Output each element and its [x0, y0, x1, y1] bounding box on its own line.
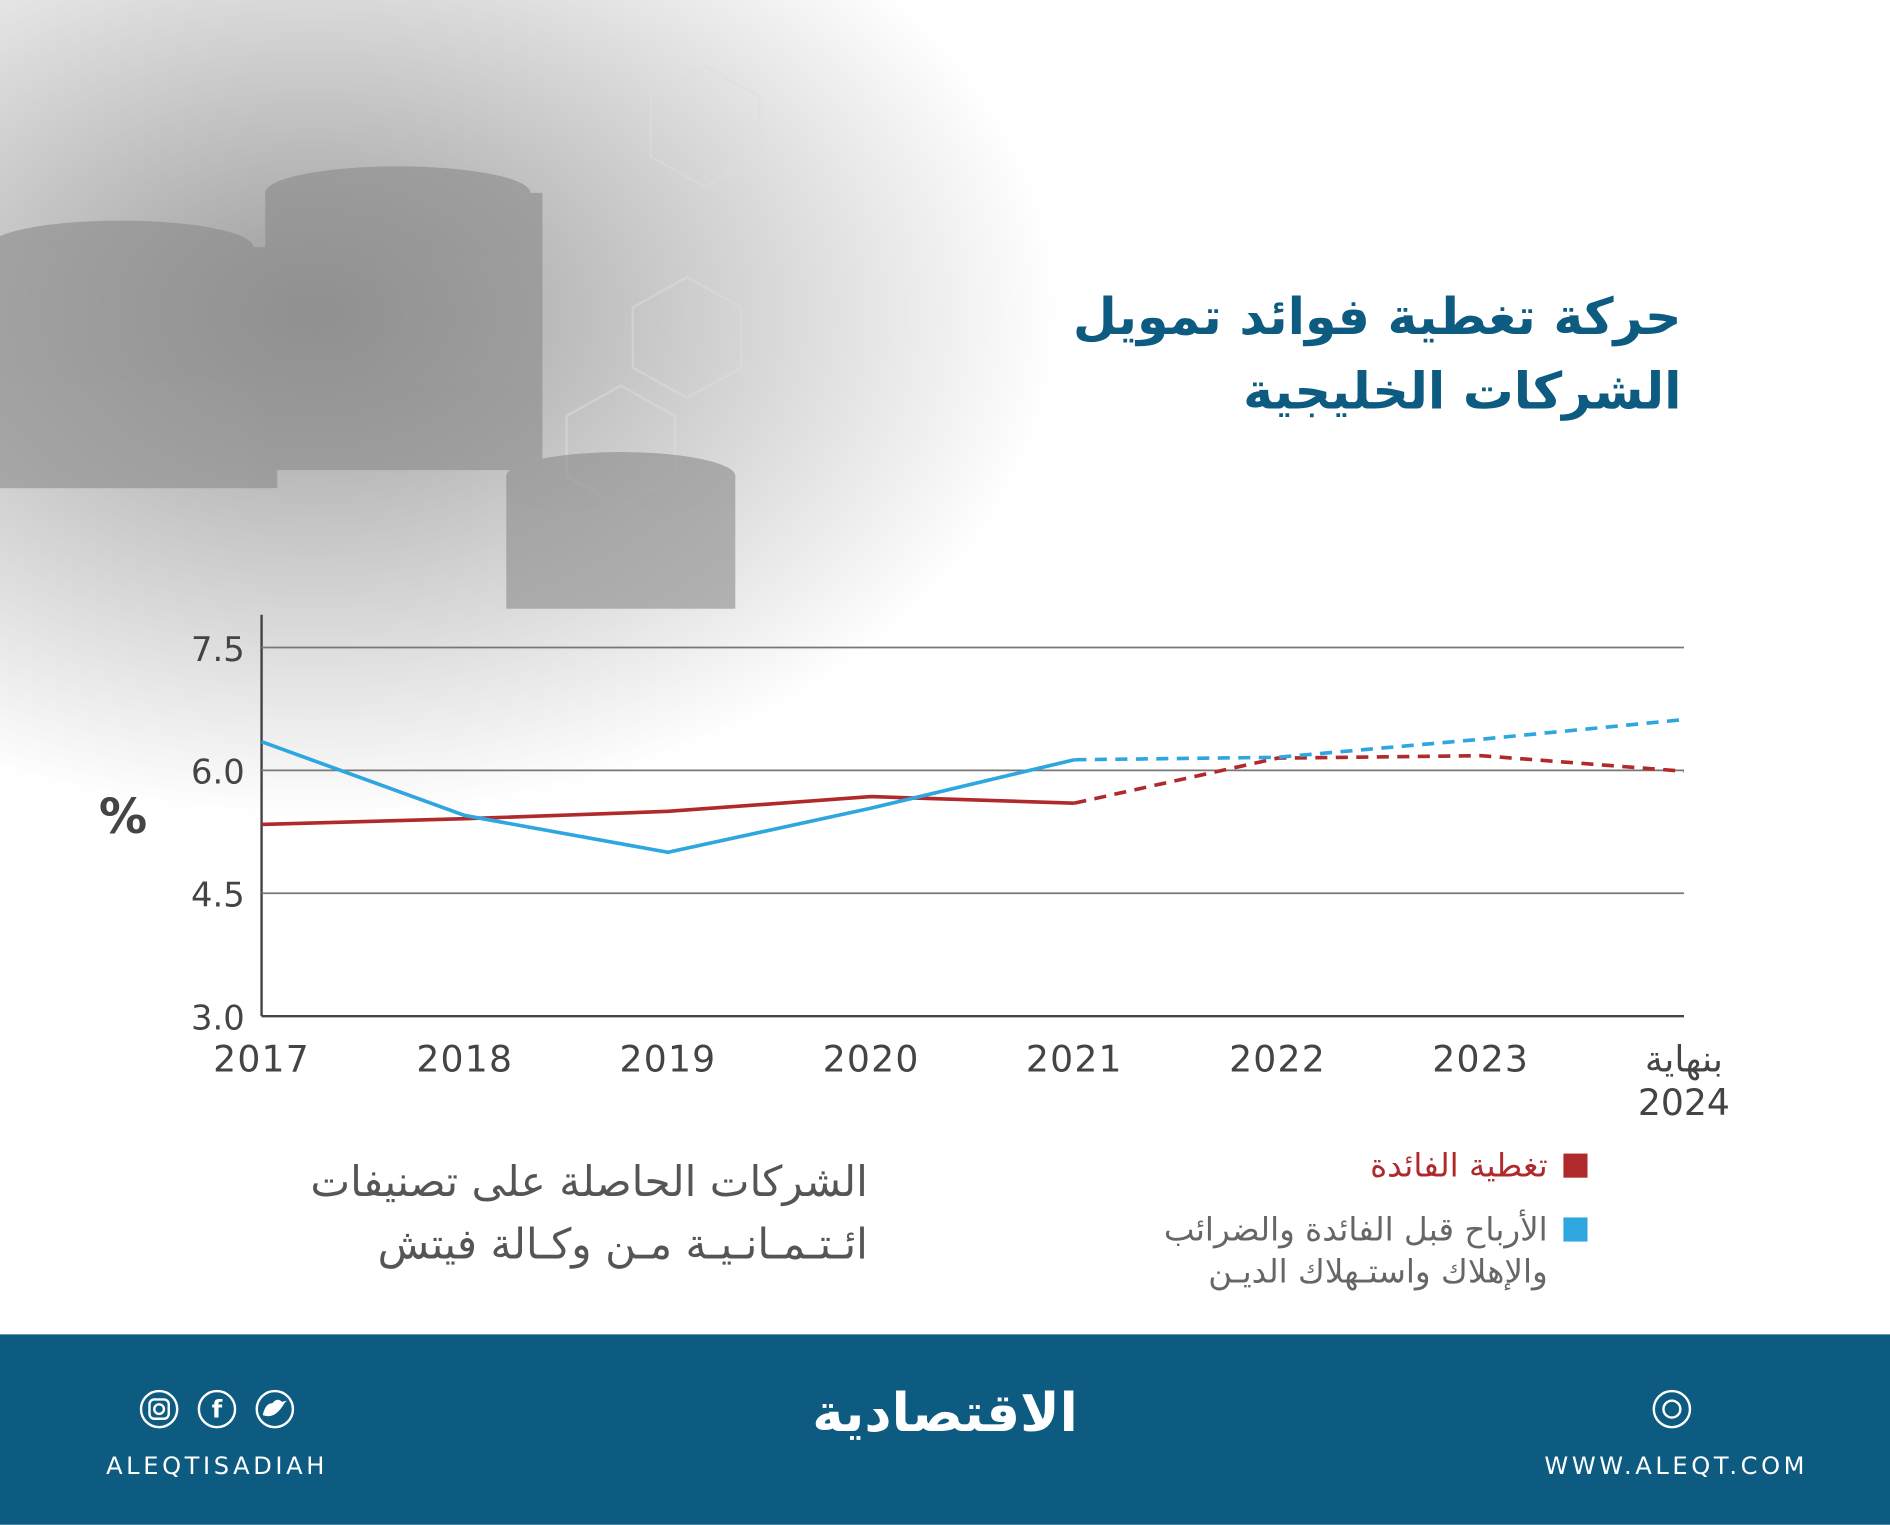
y-tick-label: 3.0 — [191, 998, 245, 1037]
svg-text:f: f — [212, 1396, 223, 1424]
series-line — [261, 794, 1075, 827]
series-line — [1073, 753, 1685, 805]
website: WWW.ALEQT.COM — [1544, 1451, 1809, 1481]
social-icons: f — [139, 1389, 295, 1429]
y-tick-label: 6.0 — [191, 753, 245, 792]
series-line — [260, 740, 1075, 855]
logo: الاقتصادية — [812, 1382, 1078, 1445]
chart-title: حركة تغطية فوائد تمويل الشركات الخليجية — [1072, 286, 1682, 421]
legend-label: تغطية الفائدة — [1370, 1147, 1548, 1185]
y-tick-label: 7.5 — [191, 630, 245, 669]
decor-hexagons — [565, 64, 761, 508]
y-tick-label: 4.5 — [191, 876, 245, 915]
x-tick-label: 2023 — [1432, 1039, 1530, 1082]
footer: f ALEQTISADIAH الاقتصادية WWW.ALEQT.COM — [0, 1334, 1890, 1525]
x-tick-label: بنهاية 2024 — [1637, 1039, 1730, 1125]
legend-label: الأرباح قبل الفائدة والضرائب والإهلاك وا… — [1163, 1211, 1548, 1291]
x-tick-label: 2019 — [619, 1039, 717, 1082]
x-tick-label: 2022 — [1229, 1039, 1326, 1082]
series-line — [1074, 717, 1685, 762]
web-icon — [1652, 1389, 1692, 1429]
x-tick-label: 2020 — [822, 1039, 920, 1082]
subtitle: الشركات الحاصلة على تصنيفات ائـتـمـانـيـ… — [310, 1158, 868, 1270]
x-tick-label: 2017 — [213, 1039, 310, 1082]
y-axis-label: % — [98, 789, 148, 845]
social-handle: ALEQTISADIAH — [106, 1451, 328, 1481]
legend-swatch — [1563, 1153, 1588, 1178]
x-tick-label: 2018 — [416, 1039, 514, 1082]
x-tick-label: 2021 — [1025, 1039, 1123, 1082]
legend-swatch — [1563, 1217, 1588, 1242]
decor-coins — [0, 166, 736, 609]
